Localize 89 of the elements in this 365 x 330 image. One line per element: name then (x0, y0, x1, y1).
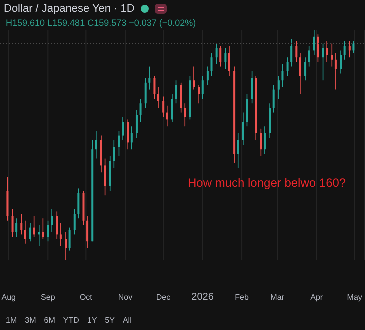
candlestick (30, 222, 32, 242)
candlestick (95, 130, 98, 160)
x-tick-label: Sep (41, 293, 56, 302)
candlestick (317, 34, 320, 63)
candlestick (348, 41, 351, 58)
candlestick (127, 119, 130, 150)
candlestick (296, 41, 298, 63)
candlestick (78, 188, 80, 219)
candlestick (118, 130, 120, 157)
candlestick (154, 76, 156, 100)
candlestick (331, 43, 334, 68)
x-tick-label: Mar (270, 293, 285, 302)
candlestick (56, 211, 58, 240)
candlestick (136, 110, 138, 138)
candlestick (158, 87, 160, 109)
candlestick (144, 78, 147, 109)
candlestick (180, 82, 182, 114)
candlestick (308, 46, 310, 68)
text: YTD (63, 316, 80, 325)
candlestick (16, 218, 18, 238)
candlestick (224, 48, 227, 70)
text: All (122, 316, 132, 325)
candlestick (51, 209, 54, 233)
text: 5Y (105, 316, 115, 325)
candlestick (193, 66, 196, 90)
candlestick (74, 209, 76, 236)
candlestick (42, 218, 44, 240)
x-tick-label: Apr (310, 293, 324, 302)
candlestick (313, 30, 316, 56)
candlestick (86, 216, 89, 249)
candlestick (299, 52, 302, 95)
candlestick (198, 84, 200, 104)
candlestick (33, 216, 36, 238)
x-tick-label: Feb (235, 293, 250, 302)
candlestick (228, 46, 230, 76)
candlestick (326, 41, 328, 63)
candlestick (278, 76, 280, 100)
candlestick (47, 220, 50, 242)
candlestick (260, 128, 262, 157)
candlestick (130, 126, 133, 150)
candlestick (340, 50, 342, 74)
candlestick (334, 52, 337, 90)
candlestick (210, 52, 213, 76)
x-tick-label: Nov (118, 293, 133, 302)
candlestick (122, 117, 124, 141)
x-tick-label: Dec (156, 293, 171, 302)
candlestick (113, 140, 116, 168)
x-tick-label: 2026 (192, 292, 214, 303)
candlestick (140, 98, 142, 122)
candlestick (166, 106, 168, 127)
candlestick (24, 220, 26, 244)
annotation: How much longer belwo 160? (188, 176, 346, 190)
chart-subtitle: H159.610 L159.481 C159.573 −0.037 (−0.02%) (6, 18, 196, 28)
x-tick-label: Oct (80, 293, 94, 302)
candlestick (290, 38, 293, 68)
text: 6M (44, 316, 56, 325)
candlestick (216, 43, 218, 65)
candlestick (246, 94, 248, 127)
candlestick (68, 227, 71, 252)
candlestick (237, 133, 240, 168)
candlestick (352, 41, 355, 54)
candlestick (104, 158, 106, 196)
text: 1Y (87, 316, 98, 325)
candlestick (184, 103, 186, 127)
chart-title: Dollar / Japanese Yen · 1D (4, 3, 135, 15)
candlestick (148, 66, 151, 90)
candlestick (206, 66, 209, 86)
candlestick (12, 209, 14, 238)
candlestick (175, 80, 178, 104)
text: 3M (25, 316, 36, 325)
text: 1M (6, 316, 18, 325)
candlestick (344, 41, 346, 60)
x-tick-label: May (347, 293, 362, 302)
candlestick (322, 43, 324, 81)
candlestick (242, 112, 244, 146)
candlestick (162, 96, 165, 118)
candlestick (304, 57, 307, 81)
candlestick (171, 94, 174, 122)
candlestick (286, 57, 289, 76)
candlestick (20, 214, 23, 236)
candlestick (60, 222, 62, 247)
candlestick (264, 126, 266, 155)
x-tick-label: Aug (2, 293, 16, 302)
candlestick (282, 64, 284, 88)
candlestick (220, 46, 222, 68)
candlestick (65, 232, 67, 260)
candlestick (251, 71, 254, 104)
candlestick (272, 84, 275, 114)
candlestick (202, 76, 204, 100)
